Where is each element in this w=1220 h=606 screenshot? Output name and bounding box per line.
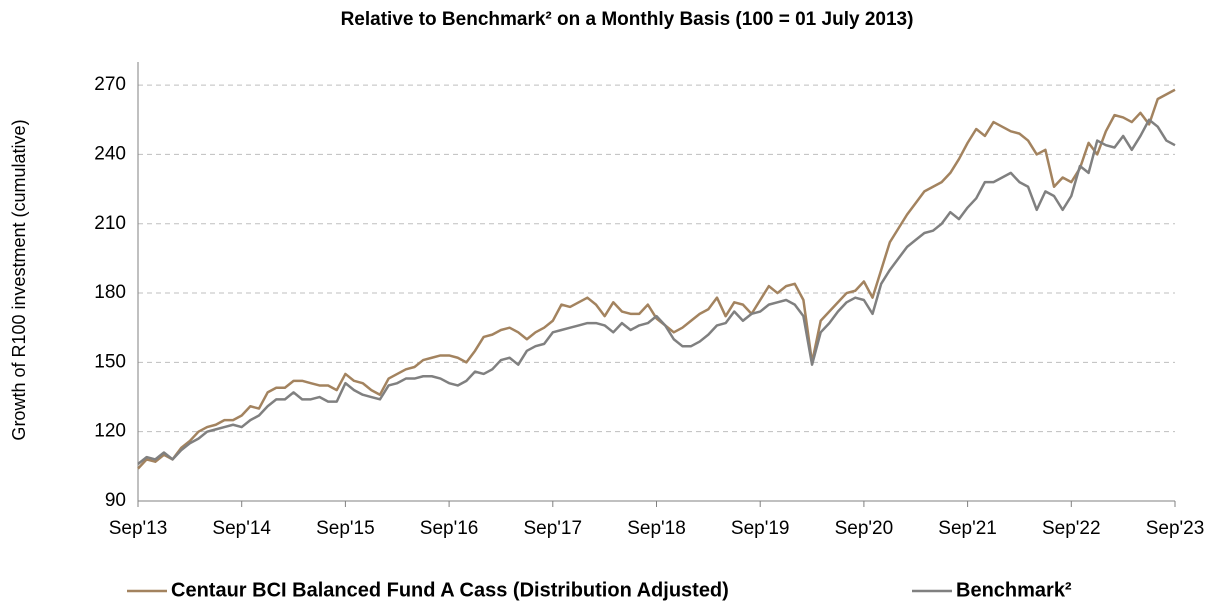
x-tick-label: Sep'13 (109, 518, 168, 539)
legend-label: Centaur BCI Balanced Fund A Cass (Distri… (171, 579, 729, 601)
x-tick-label: Sep'20 (835, 518, 894, 539)
series-line (137, 118, 1176, 466)
x-tick-label: Sep'16 (420, 518, 479, 539)
y-axis-label: Growth of R100 investment (cumulative) (9, 119, 29, 440)
x-tick-label: Sep'23 (1146, 518, 1205, 539)
series-line (137, 88, 1176, 470)
legend-label: Benchmark² (956, 579, 1072, 601)
x-tick-label: Sep'21 (938, 518, 997, 539)
x-tick-label: Sep'18 (627, 518, 686, 539)
y-tick-label: 90 (105, 490, 126, 511)
y-tick-label: 210 (94, 213, 126, 234)
chart-title: Relative to Benchmark² on a Monthly Basi… (341, 9, 914, 30)
y-tick-label: 120 (94, 421, 126, 442)
x-tick-label: Sep'14 (212, 518, 271, 539)
y-tick-label: 150 (94, 351, 126, 372)
y-tick-label: 240 (94, 143, 126, 164)
x-tick-label: Sep'15 (316, 518, 375, 539)
y-tick-label: 180 (94, 282, 126, 303)
x-tick-label: Sep'17 (524, 518, 583, 539)
x-tick-label: Sep'22 (1042, 518, 1101, 539)
y-tick-label: 270 (94, 74, 126, 95)
x-tick-label: Sep'19 (731, 518, 790, 539)
